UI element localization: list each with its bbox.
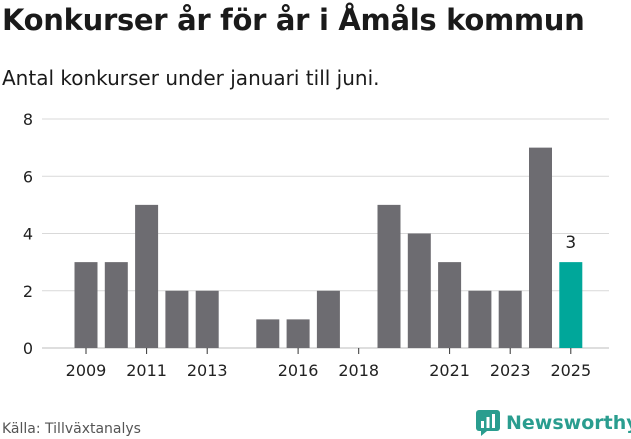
bar — [498, 290, 522, 348]
x-tick-label: 2011 — [126, 361, 167, 380]
bar — [135, 204, 159, 348]
y-tick-label: 0 — [23, 339, 33, 358]
bar — [256, 319, 280, 348]
source-note: Källa: Tillväxtanalys — [2, 421, 141, 437]
bar — [74, 262, 98, 348]
x-tick-label: 2016 — [278, 361, 319, 380]
bar — [377, 204, 401, 348]
bar — [104, 262, 128, 348]
bar — [407, 233, 431, 348]
x-tick-label: 2025 — [550, 361, 591, 380]
bar — [286, 319, 310, 348]
chart-subtitle: Antal konkurser under januari till juni. — [2, 66, 380, 90]
brand-name: Newsworthy — [506, 412, 631, 434]
x-tick-label: 2009 — [66, 361, 107, 380]
bar — [529, 147, 552, 348]
newsworthy-logo-icon — [476, 410, 500, 436]
bar — [438, 262, 462, 348]
data-label: 3 — [565, 233, 576, 253]
x-tick-label: 2013 — [187, 361, 228, 380]
bar — [559, 262, 583, 348]
bar — [316, 290, 340, 348]
y-tick-label: 8 — [23, 110, 33, 129]
bar — [195, 290, 219, 348]
bar — [165, 290, 189, 348]
brand-logo: Newsworthy — [476, 408, 631, 438]
x-tick-label: 2018 — [338, 361, 379, 380]
bar-chart: 0 2 4 6 8 3 2009 2011 2013 2016 2018 2021 2023 2025 — [23, 110, 609, 380]
x-tick-label: 2023 — [490, 361, 531, 380]
y-tick-label: 6 — [23, 167, 33, 186]
bar — [468, 290, 492, 348]
chart-title: Konkurser år för år i Åmåls kommun — [2, 3, 585, 37]
x-tick-label: 2021 — [429, 361, 470, 380]
y-tick-label: 2 — [23, 282, 33, 301]
y-tick-label: 4 — [23, 225, 33, 244]
